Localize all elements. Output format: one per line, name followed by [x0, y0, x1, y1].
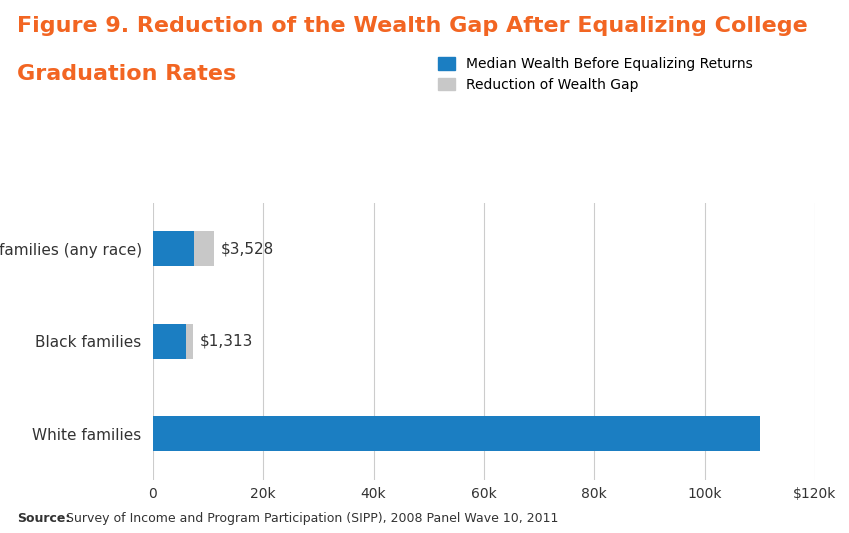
Bar: [194, 231, 214, 266]
Bar: [153, 324, 186, 359]
Text: Survey of Income and Program Participation (SIPP), 2008 Panel Wave 10, 2011: Survey of Income and Program Participati…: [62, 512, 559, 525]
Bar: [153, 416, 760, 451]
Text: Figure 9. Reduction of the Wealth Gap After Equalizing College: Figure 9. Reduction of the Wealth Gap Af…: [17, 16, 807, 36]
Legend: Median Wealth Before Equalizing Returns, Reduction of Wealth Gap: Median Wealth Before Equalizing Returns,…: [438, 57, 752, 92]
Text: $1,313: $1,313: [200, 334, 253, 349]
Text: $3,528: $3,528: [220, 241, 273, 256]
Text: Graduation Rates: Graduation Rates: [17, 64, 236, 84]
Bar: [186, 324, 194, 359]
Bar: [153, 231, 194, 266]
Text: Source:: Source:: [17, 512, 70, 525]
